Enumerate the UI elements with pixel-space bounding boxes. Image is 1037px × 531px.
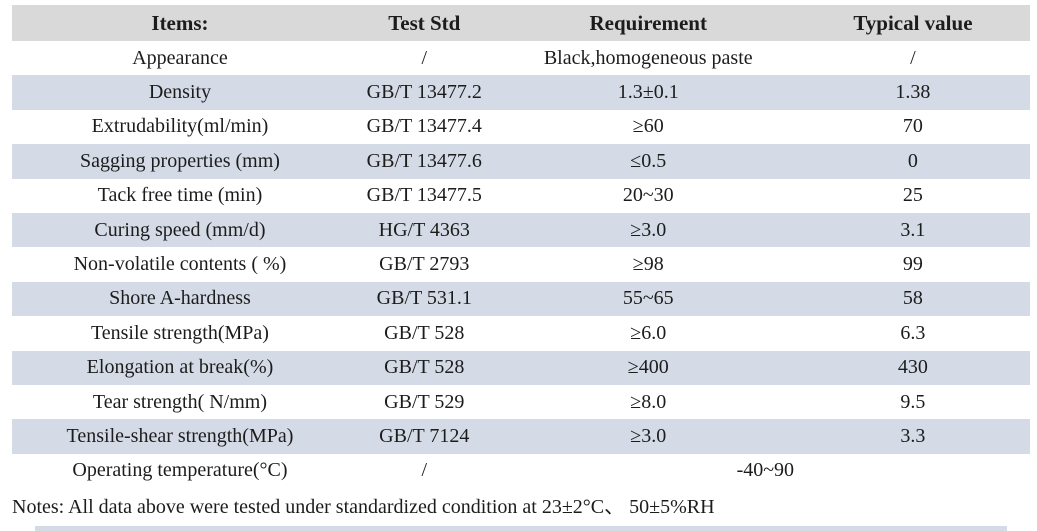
cell-requirement: 1.3±0.1 xyxy=(500,75,796,110)
table-row: Tensile strength(MPa) GB/T 528 ≥6.0 6.3 xyxy=(12,316,1030,350)
table-row: Tack free time (min) GB/T 13477.5 20~30 25 xyxy=(12,179,1030,213)
cell-item: Shore A-hardness xyxy=(12,281,348,317)
cell-test-std: / xyxy=(421,459,428,482)
cell-requirement: Black,homogeneous paste xyxy=(543,46,753,69)
table-row: Curing speed (mm/d) HG/T 4363 ≥3.0 3.1 xyxy=(12,212,1030,248)
table-row: Elongation at break(%) GB/T 528 ≥400 430 xyxy=(12,350,1030,385)
cell-typical-value: / xyxy=(910,46,916,69)
cell-item: Non-volatile contents ( %) xyxy=(73,253,287,276)
table-row: Extrudability(ml/min) GB/T 13477.4 ≥60 70 xyxy=(12,110,1030,144)
table-row: Appearance / Black,homogeneous paste / xyxy=(12,41,1030,75)
cell-item: Elongation at break(%) xyxy=(12,350,348,385)
table-row: Density GB/T 13477.2 1.3±0.1 1.38 xyxy=(12,75,1030,110)
cell-requirement: 20~30 xyxy=(622,184,674,207)
cell-test-std: GB/T 531.1 xyxy=(347,281,501,317)
cell-test-std: / xyxy=(421,46,428,69)
cell-item: Tensile strength(MPa) xyxy=(90,321,269,344)
cell-requirement: ≥60 xyxy=(632,115,664,138)
col-header-items: Items: xyxy=(12,5,348,41)
cell-item: Appearance xyxy=(132,46,228,69)
cell-test-std: GB/T 13477.4 xyxy=(366,115,482,138)
notes-text: Notes: All data above were tested under … xyxy=(12,496,715,518)
cell-requirement: ≥3.0 xyxy=(500,212,796,248)
table-row: Sagging properties (mm) GB/T 13477.6 ≤0.5 0 xyxy=(12,144,1030,179)
cell-test-std: HG/T 4363 xyxy=(347,212,501,248)
cell-typical-value: 99 xyxy=(902,253,923,276)
table-row: Shore A-hardness GB/T 531.1 55~65 58 xyxy=(12,281,1030,317)
col-header-requirement: Requirement xyxy=(500,5,796,41)
cell-item: Extrudability(ml/min) xyxy=(91,115,269,138)
cell-typical-value: 25 xyxy=(902,184,923,207)
cell-item: Operating temperature(°C) xyxy=(72,459,288,482)
cell-requirement: ≥6.0 xyxy=(630,321,667,344)
cell-requirement: ≥400 xyxy=(500,350,796,385)
table-row: Tensile-shear strength(MPa) GB/T 7124 ≥3.0… xyxy=(12,419,1030,454)
cell-item: Curing speed (mm/d) xyxy=(12,212,348,248)
cell-typical-value: 6.3 xyxy=(900,321,926,344)
cell-typical-value: 0 xyxy=(795,144,1030,179)
cell-test-std: GB/T 7124 xyxy=(347,419,501,454)
col-header-test-std: Test Std xyxy=(347,5,501,41)
cell-typical-value: 3.3 xyxy=(795,419,1030,454)
cell-typical-value: 9.5 xyxy=(900,390,926,413)
table-row: Non-volatile contents ( %) GB/T 2793 ≥98 99 xyxy=(12,247,1030,281)
cell-typical-value: 430 xyxy=(795,350,1030,385)
cell-requirement: ≤0.5 xyxy=(500,144,796,179)
table-row: Operating temperature(°C) / -40~90 xyxy=(12,454,1030,488)
header-row: Items: Test Std Requirement Typical valu… xyxy=(12,5,1030,41)
cell-requirement: 55~65 xyxy=(500,281,796,317)
cell-test-std: GB/T 13477.6 xyxy=(347,144,501,179)
cell-item: Tack free time (min) xyxy=(97,184,263,207)
cell-test-std: GB/T 2793 xyxy=(379,253,470,276)
cell-item: Sagging properties (mm) xyxy=(12,144,348,179)
cell-test-std: GB/T 529 xyxy=(384,390,465,413)
cell-typical-value: 3.1 xyxy=(795,212,1030,248)
partial-row-strip xyxy=(35,526,1007,531)
cell-test-std: GB/T 528 xyxy=(347,350,501,385)
cell-item: Tear strength( N/mm) xyxy=(92,390,268,413)
cell-typical-value: 58 xyxy=(795,281,1030,317)
table-row: Tear strength( N/mm) GB/T 529 ≥8.0 9.5 xyxy=(12,385,1030,419)
cell-requirement: ≥8.0 xyxy=(630,390,667,413)
cell-typical-value: 1.38 xyxy=(795,75,1030,110)
cell-test-std: GB/T 528 xyxy=(384,321,465,344)
cell-requirement: ≥98 xyxy=(632,253,664,276)
cell-requirement: ≥3.0 xyxy=(500,419,796,454)
cell-test-std: GB/T 13477.2 xyxy=(347,75,501,110)
spec-table: Items: Test Std Requirement Typical valu… xyxy=(12,5,1030,488)
cell-typical-value: 70 xyxy=(902,115,923,138)
col-header-typical-value: Typical value xyxy=(795,5,1030,41)
cell-item: Tensile-shear strength(MPa) xyxy=(12,419,348,454)
cell-item: Density xyxy=(12,75,348,110)
cell-test-std: GB/T 13477.5 xyxy=(366,184,482,207)
cell-requirement: -40~90 xyxy=(736,459,795,482)
